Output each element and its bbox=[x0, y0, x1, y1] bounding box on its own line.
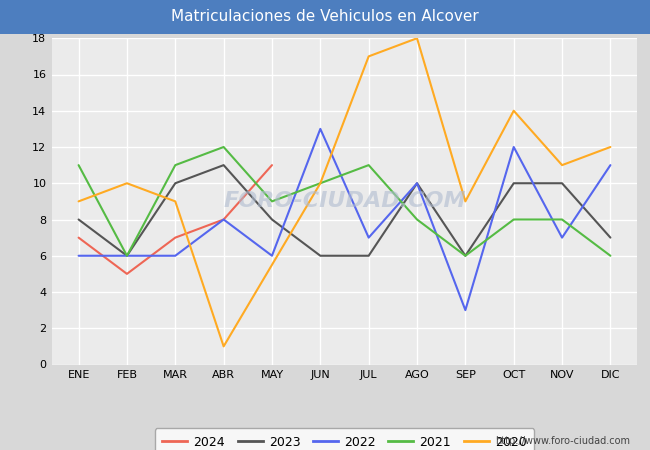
Text: FORO-CIUDAD.COM: FORO-CIUDAD.COM bbox=[223, 191, 466, 212]
Legend: 2024, 2023, 2022, 2021, 2020: 2024, 2023, 2022, 2021, 2020 bbox=[155, 428, 534, 450]
Text: http://www.foro-ciudad.com: http://www.foro-ciudad.com bbox=[495, 436, 630, 446]
Text: Matriculaciones de Vehiculos en Alcover: Matriculaciones de Vehiculos en Alcover bbox=[171, 9, 479, 24]
